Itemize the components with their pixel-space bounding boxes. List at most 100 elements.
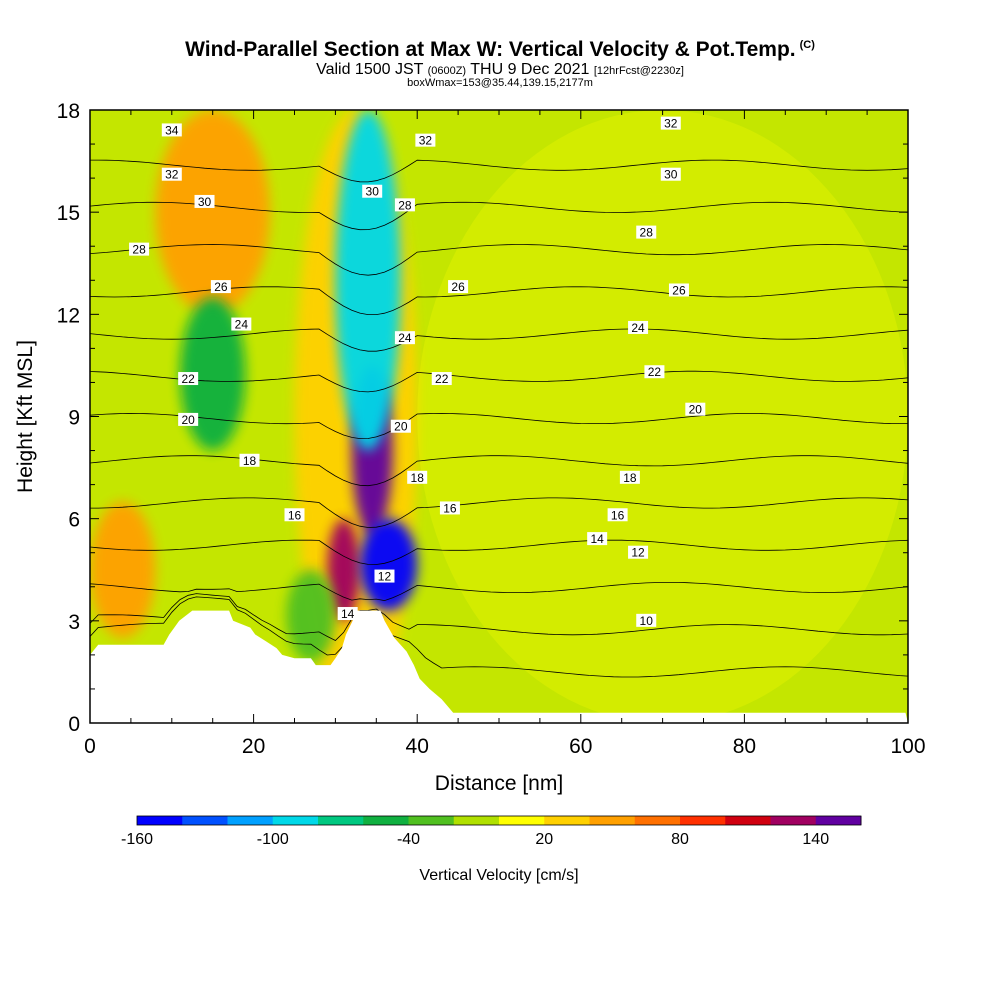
- contour-label: 22: [435, 372, 449, 386]
- colorbar-segment: [544, 816, 590, 825]
- colorbar-segment: [182, 816, 228, 825]
- velocity-downdraft: [335, 110, 401, 451]
- valid-date: THU 9 Dec 2021: [470, 61, 590, 78]
- contour-label: 32: [664, 117, 678, 131]
- contour-label: 28: [640, 226, 654, 240]
- colorbar-tick-label: 80: [671, 831, 689, 848]
- contour-label: 30: [366, 185, 380, 199]
- contour-label: 26: [672, 283, 686, 297]
- x-tick-label: 80: [733, 735, 756, 758]
- velocity-downdraft: [359, 518, 418, 611]
- contour-label-bg: [668, 283, 689, 297]
- contour-label: 10: [640, 614, 654, 628]
- theta-contour-line: [90, 455, 908, 487]
- contour-label-bg: [194, 194, 215, 208]
- y-tick-label: 9: [68, 407, 80, 430]
- contour-label-bg: [685, 402, 706, 416]
- theta-contour-line: [90, 328, 908, 352]
- contour-label: 32: [165, 168, 179, 182]
- contour-label: 18: [411, 471, 425, 485]
- contour-label-bg: [390, 419, 411, 433]
- colorbar-segment: [137, 816, 183, 825]
- theta-contour-line: [90, 370, 908, 393]
- contour-label: 20: [181, 413, 195, 427]
- x-tick-label: 60: [569, 735, 592, 758]
- colorbar-segment: [272, 816, 319, 825]
- colorbar-segment: [499, 816, 545, 825]
- theta-contour-line: [90, 412, 908, 440]
- theta-contour-line: [90, 201, 908, 231]
- contour-label-bg: [587, 532, 608, 546]
- contour-label-bg: [394, 198, 415, 212]
- contour-label: 26: [451, 280, 465, 294]
- x-axis-label: Distance [nm]: [435, 772, 563, 795]
- contour-label: 22: [648, 365, 662, 379]
- contour-label-bg: [628, 320, 649, 334]
- contour-label-bg: [161, 167, 182, 181]
- contour-label-bg: [644, 365, 665, 379]
- contour-label: 14: [341, 607, 355, 621]
- theta-contour-line: [90, 582, 908, 602]
- contour-label: 28: [398, 198, 412, 212]
- colorbar-segment: [318, 816, 364, 825]
- contour-label: 24: [631, 321, 645, 335]
- box-info: boxWmax=153@35.44,139.15,2177m: [407, 77, 593, 89]
- velocity-updraft: [155, 110, 270, 315]
- copyright-mark: (C): [799, 39, 815, 51]
- contour-label: 18: [623, 471, 637, 485]
- contour-label-bg: [660, 116, 681, 130]
- contour-label-bg: [415, 133, 436, 147]
- colorbar-tick-label: -160: [121, 831, 153, 848]
- contour-label-bg: [636, 225, 657, 239]
- chart-subtitle: Valid 1500 JST (0600Z) THU 9 Dec 2021 [1…: [0, 61, 1000, 79]
- contour-label-bg: [337, 607, 358, 621]
- theta-contour-line: [90, 159, 908, 183]
- valid-time: Valid 1500 JST: [316, 61, 424, 78]
- theta-contour-line: [90, 244, 908, 276]
- contour-label: 26: [214, 280, 228, 294]
- contour-label-bg: [178, 412, 199, 426]
- chart-title: Wind-Parallel Section at Max W: Vertical…: [0, 38, 1000, 62]
- x-tick-label: 0: [84, 735, 96, 758]
- y-tick-label: 18: [57, 100, 80, 123]
- contour-label-bg: [628, 545, 649, 559]
- velocity-updraft: [327, 518, 360, 621]
- contour-label-bg: [619, 470, 640, 484]
- x-tick-label: 100: [890, 735, 925, 758]
- colorbar-segment: [770, 816, 817, 825]
- contour-label-bg: [448, 280, 469, 294]
- y-tick-label: 12: [57, 304, 80, 327]
- contour-label: 12: [631, 546, 645, 560]
- contour-label-bg: [439, 501, 460, 515]
- contour-label-bg: [394, 331, 415, 345]
- colorbar-tick-label: 140: [802, 831, 829, 848]
- x-tick-label: 20: [242, 735, 265, 758]
- contour-label: 24: [398, 331, 412, 345]
- contour-label-bg: [284, 508, 305, 522]
- colorbar-title: Vertical Velocity [cm/s]: [419, 867, 578, 884]
- contour-label-bg: [239, 453, 260, 467]
- colorbar-segment: [363, 816, 409, 825]
- colorbar-frame: [136, 815, 862, 826]
- colorbar-tick-label: -100: [257, 831, 289, 848]
- colorbar-segment: [725, 816, 771, 825]
- theta-contour-line: [90, 593, 908, 641]
- y-axis-label: Height [Kft MSL]: [14, 340, 37, 493]
- contour-label-bg: [362, 184, 383, 198]
- valid-utc: (0600Z): [427, 65, 467, 77]
- colorbar-segment: [453, 816, 500, 825]
- contour-label-bg: [607, 508, 628, 522]
- contour-label: 16: [443, 501, 457, 515]
- contour-label: 32: [419, 134, 433, 148]
- contour-label: 14: [590, 532, 604, 546]
- terrain-mask: [90, 610, 908, 723]
- contour-label: 30: [664, 168, 678, 182]
- contour-label-bg: [431, 372, 452, 386]
- contour-label-bg: [210, 280, 231, 294]
- velocity-downdraft: [179, 297, 246, 451]
- contour-label: 22: [181, 372, 195, 386]
- velocity-downdraft: [286, 569, 336, 662]
- contour-label: 30: [198, 195, 212, 209]
- contour-label: 12: [378, 570, 392, 584]
- colorbar-segment: [815, 816, 862, 825]
